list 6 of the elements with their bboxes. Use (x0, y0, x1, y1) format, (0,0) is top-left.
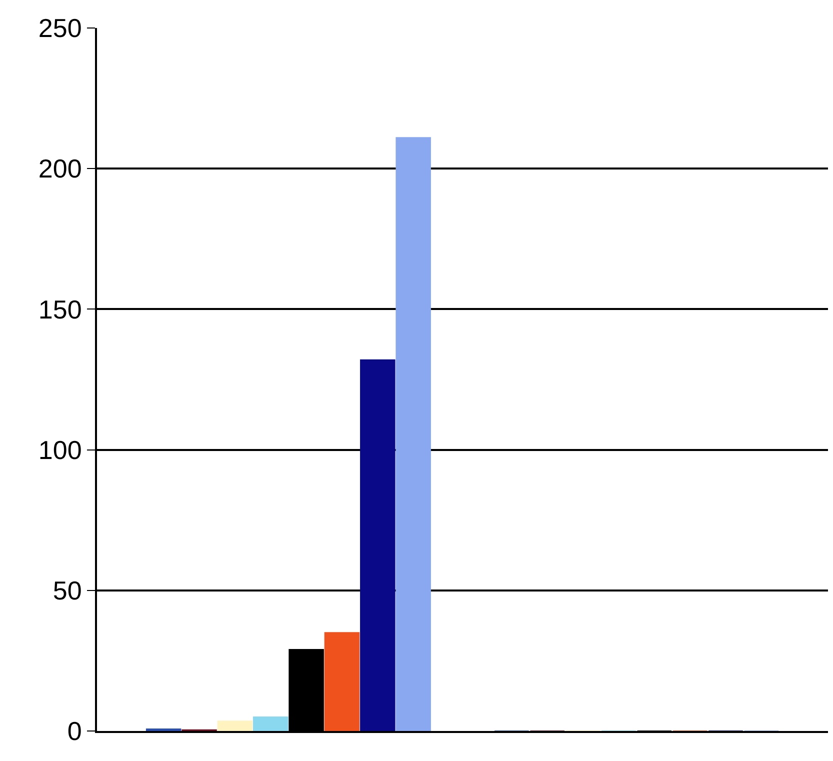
y-tick-label: 250 (38, 13, 82, 44)
y-tick-label: 150 (38, 294, 82, 324)
y-tick-label: 200 (38, 154, 82, 184)
y-tick-label: 50 (52, 576, 82, 606)
y-tick-label: 100 (38, 434, 82, 465)
y-tick-label: 0 (67, 716, 82, 746)
